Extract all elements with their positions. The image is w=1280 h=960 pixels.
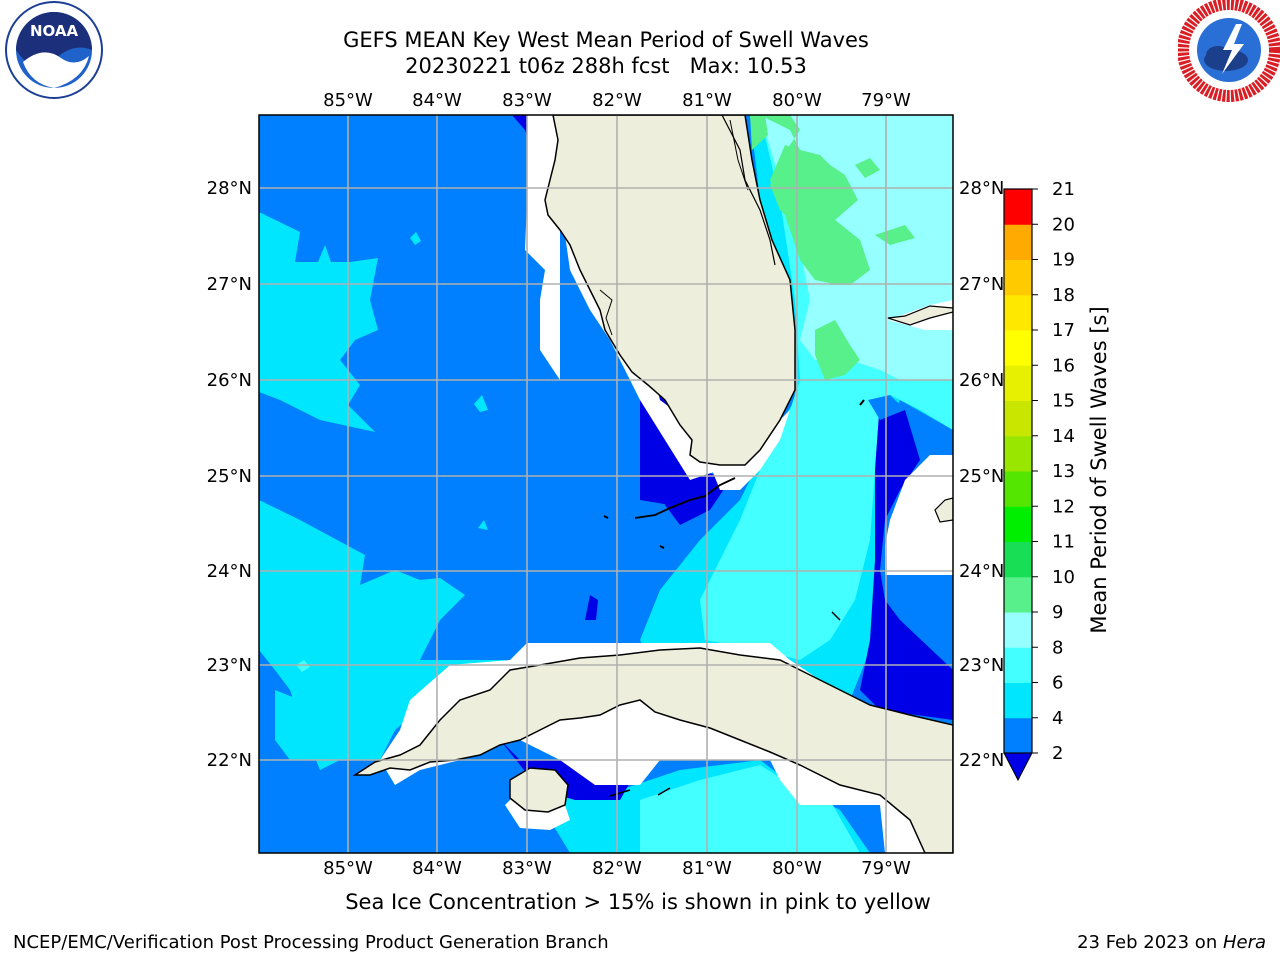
colorbar-tick-label: 16 [1052,355,1075,376]
colorbar-tick-label: 21 [1052,179,1075,200]
colorbar-tick-label: 4 [1052,708,1063,729]
colorbar-tick-label: 9 [1052,602,1063,623]
lat-label: 26°N [959,370,1004,391]
field-patch [860,400,953,720]
colorbar-label: Mean Period of Swell Waves [s] [1087,306,1111,633]
colorbar-segment [1004,541,1032,578]
map-field [259,115,953,853]
lon-label: 84°W [412,90,462,111]
colorbar-tick-label: 20 [1052,214,1075,235]
colorbar: 2 4 6 8 9 10 11 12 13 14 15 16 17 18 19 20 21 [1003,179,1075,782]
colorbar-segment [1004,400,1032,437]
footer-date-text: 23 Feb 2023 on [1077,932,1223,953]
lat-label: 28°N [207,178,252,199]
colorbar-tick-label: 17 [1052,320,1075,341]
map-frame [258,114,954,854]
lat-label: 27°N [207,274,252,295]
lat-label: 26°N [207,370,252,391]
lon-label: 83°W [502,90,552,111]
colorbar-tick-label: 12 [1052,496,1075,517]
colorbar-segment [1004,330,1032,366]
lat-label: 27°N [959,274,1004,295]
noaa-logo-text: NOAA [30,22,79,40]
latitude-labels-right: 28°N 27°N 26°N 25°N 24°N 23°N 22°N [959,178,1004,771]
colorbar-segment [1004,647,1032,683]
colorbar-tick-label: 19 [1052,250,1075,271]
lon-label: 85°W [323,90,373,111]
lat-label: 25°N [959,466,1004,487]
lon-label: 81°W [682,90,732,111]
colorbar-segment [1004,259,1032,296]
map-title: GEFS MEAN Key West Mean Period of Swell … [343,28,869,52]
colorbar-segment [1004,717,1032,754]
lon-label: 84°W [412,858,462,879]
colorbar-segment [1004,506,1032,542]
map-gridlines [259,115,953,853]
colorbar-tick-label: 6 [1052,673,1063,694]
colorbar-tick-label: 18 [1052,285,1075,306]
lat-label: 23°N [959,655,1004,676]
lat-label: 22°N [959,750,1004,771]
colorbar-tick-label: 15 [1052,391,1075,412]
lat-label: 28°N [959,178,1004,199]
colorbar-segment [1004,189,1032,225]
noaa-logo-icon: NOAA [5,1,103,99]
lon-label: 81°W [682,858,732,879]
lat-label: 22°N [207,750,252,771]
nws-logo-icon [1178,0,1280,102]
colorbar-tick-label: 11 [1052,532,1075,553]
lat-label: 23°N [207,655,252,676]
colorbar-segment [1004,471,1032,507]
lon-label: 85°W [323,858,373,879]
florida-keys [634,477,736,519]
cuba-landmass [352,647,953,853]
florida-landmass [544,115,796,466]
colorbar-segment [1004,612,1032,648]
colorbar-segment [1004,576,1032,613]
colorbar-segment [1004,294,1032,331]
latitude-labels-left: 28°N 27°N 26°N 25°N 24°N 23°N 22°N [207,178,252,771]
footer-credit: NCEP/EMC/Verification Post Processing Pr… [13,932,609,953]
colorbar-tick-label: 13 [1052,461,1075,482]
lon-label: 79°W [861,90,911,111]
colorbar-segment [1004,224,1032,260]
colorbar-segment [1004,435,1032,472]
swell-period-map: 85°W 84°W 83°W 82°W 81°W 80°W 79°W 85°W 84°W 83°… [207,90,1111,879]
footer-date: 23 Feb 2023 on Hera [1077,932,1266,953]
isla-juventud [509,767,569,813]
lon-label: 82°W [592,90,642,111]
footer-host: Hera [1222,932,1266,953]
lon-label: 82°W [592,858,642,879]
lat-label: 24°N [207,561,252,582]
lat-label: 24°N [959,561,1004,582]
field-patch [259,500,505,770]
lon-label: 80°W [772,90,822,111]
colorbar-tick-label: 14 [1052,426,1075,447]
lon-label: 80°W [772,858,822,879]
colorbar-tick-label: 8 [1052,637,1063,658]
colorbar-extend [1003,752,1033,782]
lon-label: 79°W [861,858,911,879]
colorbar-segment [1004,682,1032,719]
colorbar-segment [1004,365,1032,401]
longitude-labels-top: 85°W 84°W 83°W 82°W 81°W 80°W 79°W [323,90,911,111]
lat-label: 25°N [207,466,252,487]
colorbar-tick-label: 2 [1052,743,1063,764]
colorbar-tick-label: 10 [1052,567,1075,588]
longitude-labels-bottom: 85°W 84°W 83°W 82°W 81°W 80°W 79°W [323,858,911,879]
sea-ice-caption: Sea Ice Concentration > 15% is shown in … [345,890,931,914]
map-subtitle: 20230221 t06z 288h fcst Max: 10.53 [405,54,807,78]
lon-label: 83°W [502,858,552,879]
